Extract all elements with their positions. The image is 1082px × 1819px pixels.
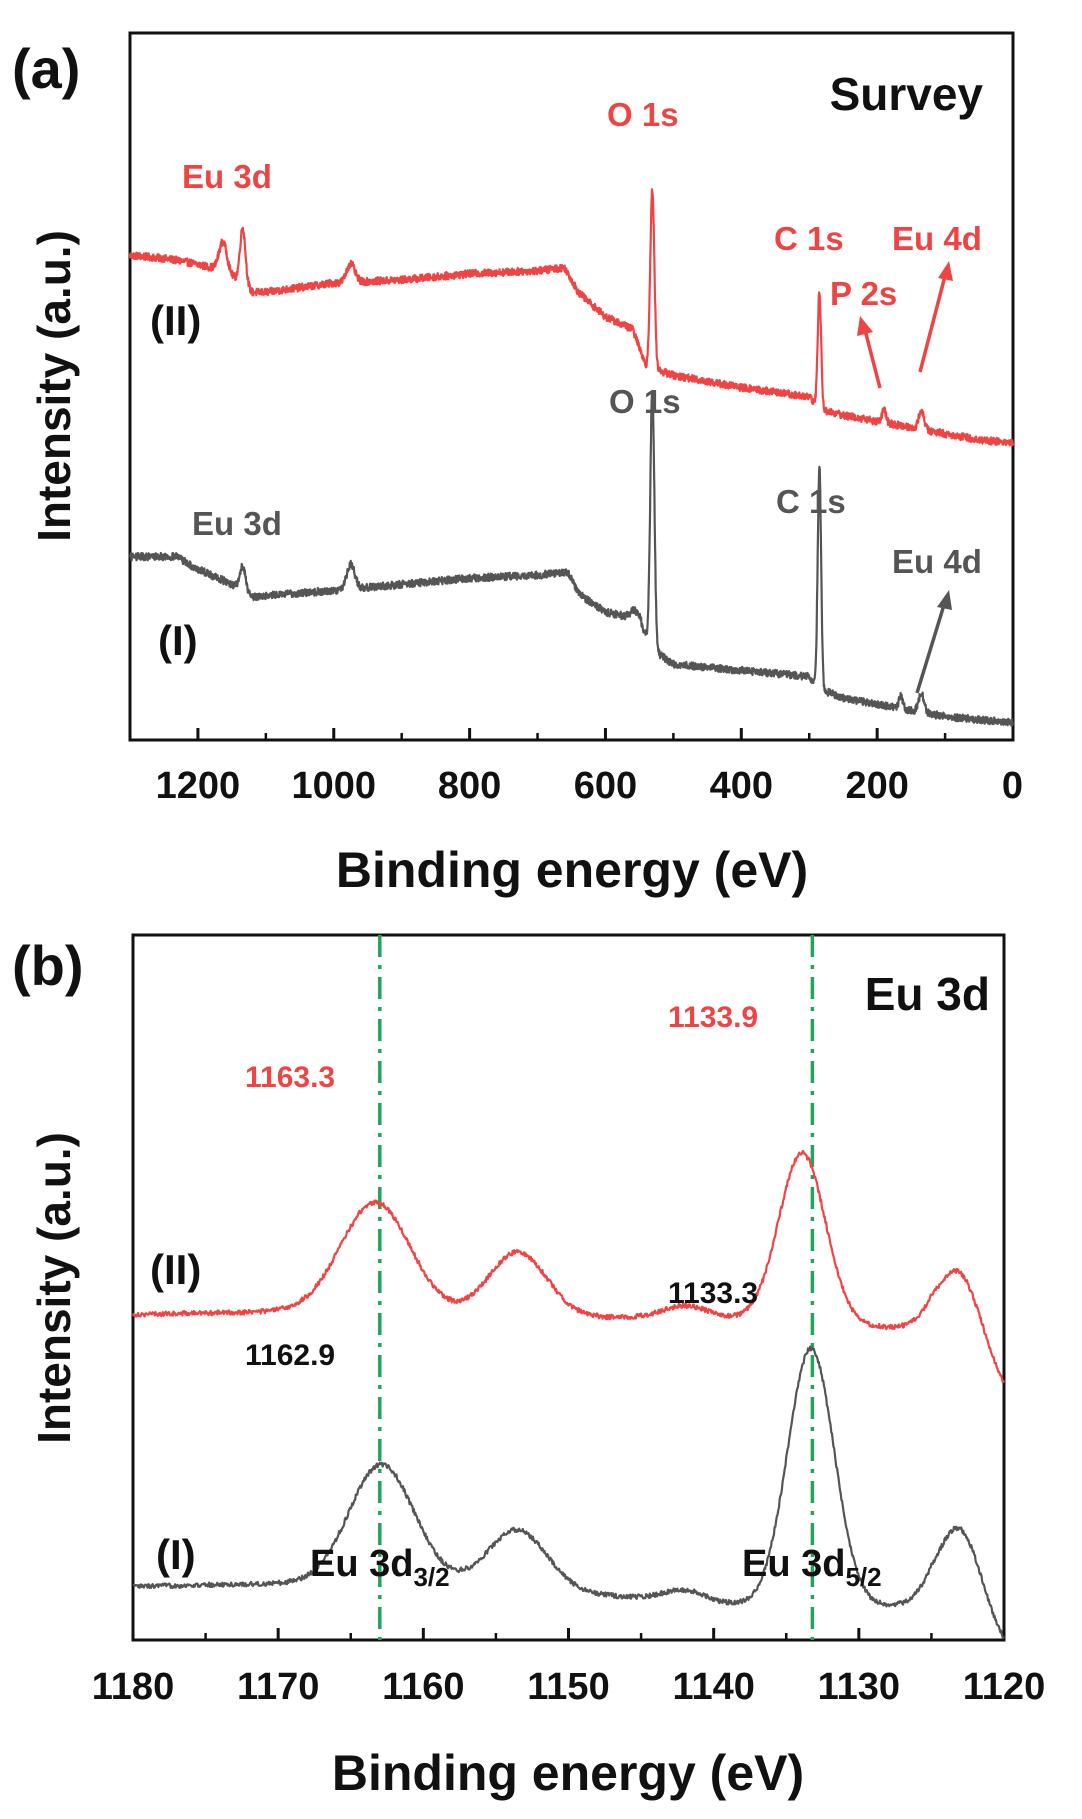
panel-a-tick-label: 1000 <box>291 765 376 807</box>
panel-a-series-I-label: (I) <box>158 617 198 664</box>
panel-a-tick-label: 1200 <box>156 765 241 807</box>
panel-a-annotation-eu4d-II: Eu 4d <box>892 220 982 257</box>
panel-a-series-II-line <box>128 188 1015 447</box>
panel-a-x-tick-labels: 1200 1000 800 600 400 200 0 <box>156 765 1023 807</box>
panel-b-region-label-3d52-sub: 5/2 <box>845 1562 881 1592</box>
panel-a-tick-label: 200 <box>845 765 908 807</box>
panel-a-annotation-c1s-I: C 1s <box>776 483 846 520</box>
panel-a-series-I-line <box>129 390 1014 727</box>
panel-a-ylabel: Intensity (a.u.) <box>28 230 80 542</box>
panel-a-tick-label: 800 <box>438 765 501 807</box>
panel-b-peak-label-I-1163: 1162.9 <box>245 1339 335 1372</box>
panel-a-x-axis <box>196 728 1015 740</box>
panel-b-x-tick-labels: 1180 1170 1160 1150 1140 1130 1120 <box>92 1666 1045 1708</box>
panel-a-xlabel: Binding energy (eV) <box>336 842 808 898</box>
panel-b-x-axis <box>131 1628 1006 1640</box>
panel-b-region-label-3d52: Eu 3d5/2 <box>742 1543 882 1592</box>
panel-b-region-label-3d52-base: Eu 3d <box>742 1543 845 1585</box>
panel-b-frame <box>131 933 1006 1642</box>
panel-a-tick-label: 400 <box>710 765 773 807</box>
panel-b-peak-label-I-1133: 1133.3 <box>668 1277 758 1310</box>
panel-b-series-I-label: (I) <box>156 1531 196 1578</box>
panel-a-tick-label: 600 <box>574 765 637 807</box>
panel-a-arrow-eu4d-I <box>915 590 952 694</box>
panel-b-label: (b) <box>12 934 84 997</box>
panel-b-series-II-label: (II) <box>150 1246 201 1293</box>
panel-b-region-label-3d32: Eu 3d3/2 <box>310 1543 450 1592</box>
panel-a-tick-label: 0 <box>1002 765 1023 807</box>
panel-a-annotation-eu3d-II: Eu 3d <box>182 158 272 195</box>
panel-a-series-II-label: (II) <box>150 297 201 344</box>
panel-b-series-II-line <box>131 1149 1006 1384</box>
panel-b-tick-label: 1180 <box>92 1666 174 1708</box>
panel-a: (a) Survey Intensity (a.u.) Binding ener… <box>12 31 1023 898</box>
panel-b-ylabel: Intensity (a.u.) <box>28 1132 80 1444</box>
panel-a-annotation-o1s-I: O 1s <box>609 383 681 420</box>
panel-b-peak-label-II-1163: 1163.3 <box>245 1061 335 1094</box>
panel-b-peak-label-II-1134: 1133.9 <box>668 1001 758 1034</box>
panel-b-tick-label: 1150 <box>527 1666 609 1708</box>
panel-a-annotation-eu4d-I: Eu 4d <box>892 543 982 580</box>
panel-a-arrow-p2s <box>857 316 882 389</box>
panel-b-tick-label: 1120 <box>963 1666 1045 1708</box>
panel-a-annotation-p2s-II: P 2s <box>830 275 897 312</box>
panel-b-tick-label: 1140 <box>672 1666 754 1708</box>
panel-b-xlabel: Binding energy (eV) <box>332 1745 804 1801</box>
panel-a-annotation-c1s-II: C 1s <box>774 220 844 257</box>
panel-a-frame <box>128 31 1015 742</box>
panel-a-arrow-eu4d-II <box>918 261 953 373</box>
panel-b: (b) Eu 3d Intensity (a.u.) Binding energ… <box>12 933 1045 1801</box>
panel-a-annotation-eu3d-I: Eu 3d <box>192 505 282 542</box>
panel-b-region-label-3d32-base: Eu 3d <box>310 1543 413 1585</box>
panel-a-label: (a) <box>12 37 80 100</box>
panel-b-region-label-3d32-sub: 3/2 <box>413 1562 449 1592</box>
panel-a-annotation-o1s-II: O 1s <box>607 96 679 133</box>
panel-b-tick-label: 1170 <box>237 1666 319 1708</box>
panel-b-tick-label: 1160 <box>382 1666 464 1708</box>
panel-b-tick-label: 1130 <box>818 1666 900 1708</box>
panel-a-title: Survey <box>830 68 984 120</box>
panel-b-series-I-line <box>132 1345 1005 1639</box>
panel-b-title: Eu 3d <box>865 968 990 1020</box>
